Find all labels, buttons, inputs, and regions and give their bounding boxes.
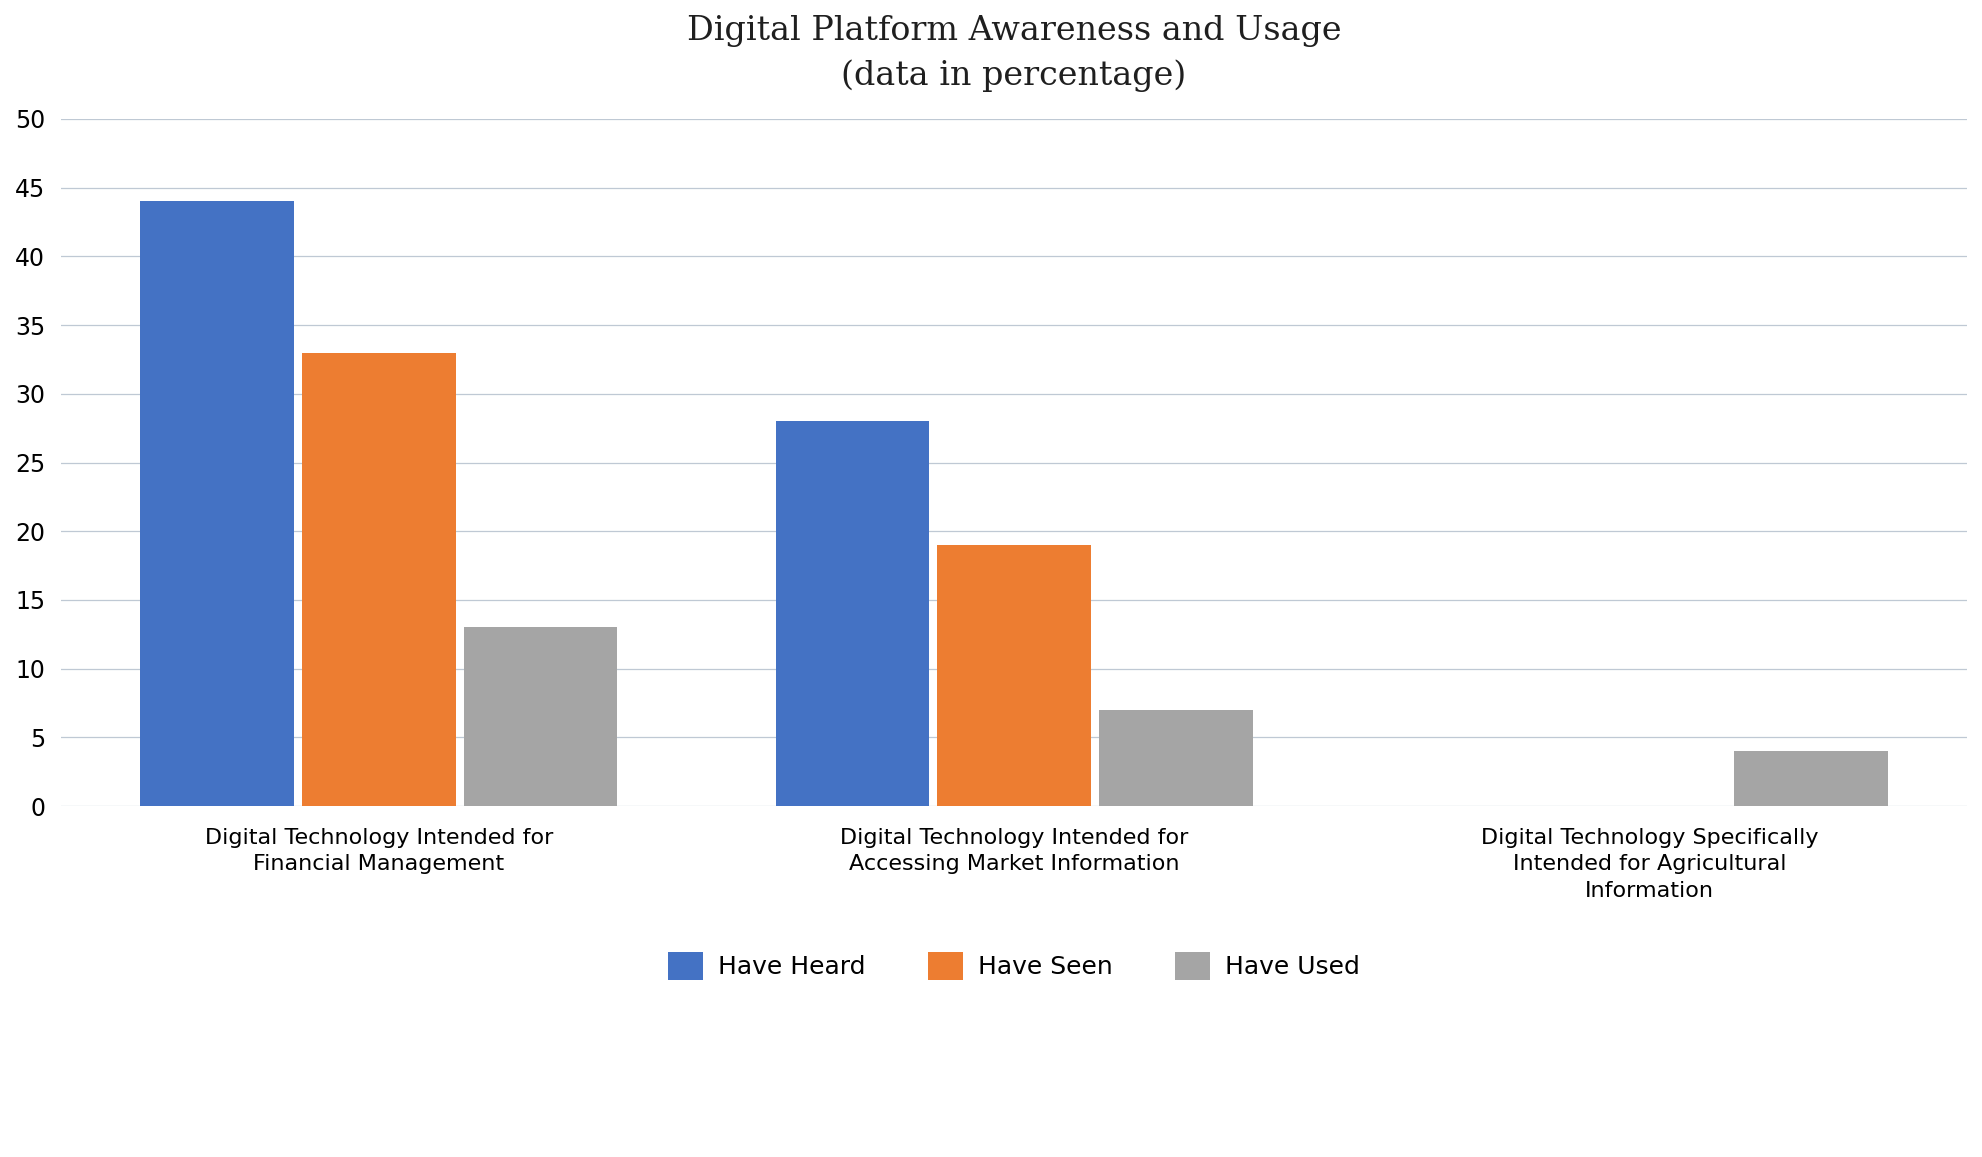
Legend: Have Heard, Have Seen, Have Used: Have Heard, Have Seen, Have Used — [658, 943, 1370, 989]
Bar — [464, 627, 616, 806]
Bar — [141, 201, 293, 806]
Bar — [301, 353, 456, 806]
Title: Digital Platform Awareness and Usage
(data in percentage): Digital Platform Awareness and Usage (da… — [688, 15, 1342, 93]
Bar — [937, 545, 1090, 806]
Bar — [1098, 710, 1253, 806]
Bar — [775, 421, 930, 806]
Bar — [1734, 751, 1889, 806]
